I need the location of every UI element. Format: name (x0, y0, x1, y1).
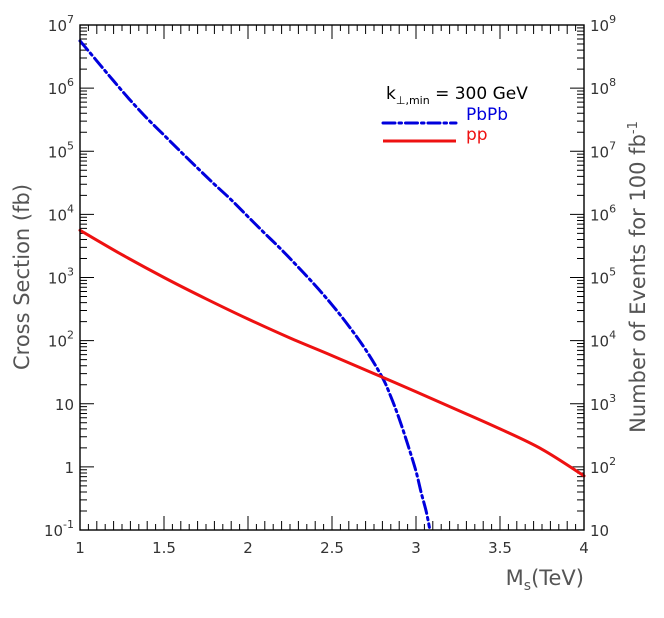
x-axis-title: Ms(TeV) (506, 566, 584, 594)
x-axis-title-sub: s (524, 578, 531, 594)
series-line-pbpb (78, 39, 431, 529)
plot-frame (79, 24, 585, 531)
y-axis-title-right-main: Number of Events for 100 fb (626, 134, 650, 433)
x-tick-label: 1 (75, 539, 85, 557)
x-tick-label: 3.5 (488, 539, 512, 557)
y-tick-label-left: 107 (48, 13, 74, 35)
series-line-pp (78, 228, 586, 478)
y-tick-label-right: 105 (590, 266, 616, 288)
y-tick-label-right: 108 (590, 76, 616, 98)
y-tick-label-right: 104 (590, 329, 616, 351)
y-axis-title-right: Number of Events for 100 fb-1 (626, 121, 650, 433)
tick-labels: 1 1.5 2 2.5 3 3.5 410-111010210310410510610710… (44, 13, 616, 557)
legend-label-pbpb: PbPb (466, 105, 508, 125)
y-tick-label-right: 102 (590, 455, 616, 477)
legend-label-pp: pp (466, 125, 488, 145)
y-tick-label-right: 103 (590, 392, 616, 414)
legend: k⊥,min = 300 GeV PbPb pp (381, 84, 528, 145)
legend-header-sub: ⊥,min (396, 94, 430, 107)
x-axis-title-rest: (TeV) (531, 566, 584, 590)
y-axis-title-right-sup: -1 (626, 121, 641, 134)
y-tick-label-left: 10-1 (44, 518, 74, 540)
y-tick-label-left: 105 (48, 139, 74, 161)
legend-header: k⊥,min = 300 GeV (386, 84, 528, 107)
y-tick-label-left: 106 (48, 76, 74, 98)
legend-header-rest: = 300 GeV (430, 84, 529, 104)
y-tick-label-left: 1 (64, 459, 74, 477)
axis-ticks (79, 25, 585, 531)
x-axis-title-main: M (506, 566, 524, 590)
x-tick-label: 3 (411, 539, 421, 557)
y-axis-title-left: Cross Section (fb) (10, 184, 34, 370)
y-tick-label-left: 10 (55, 396, 74, 414)
y-tick-label-right: 10 (590, 522, 609, 540)
x-tick-label: 4 (579, 539, 589, 557)
y-tick-label-left: 103 (48, 266, 74, 288)
legend-header-k: k (386, 84, 396, 104)
y-tick-label-right: 107 (590, 139, 616, 161)
y-tick-label-left: 104 (48, 202, 74, 224)
y-tick-label-left: 102 (48, 329, 74, 351)
x-tick-label: 2.5 (320, 539, 344, 557)
y-tick-label-right: 106 (590, 202, 616, 224)
y-tick-label-right: 109 (590, 13, 616, 35)
data-series (78, 39, 586, 529)
x-tick-label: 2 (243, 539, 253, 557)
x-tick-label: 1.5 (152, 539, 176, 557)
